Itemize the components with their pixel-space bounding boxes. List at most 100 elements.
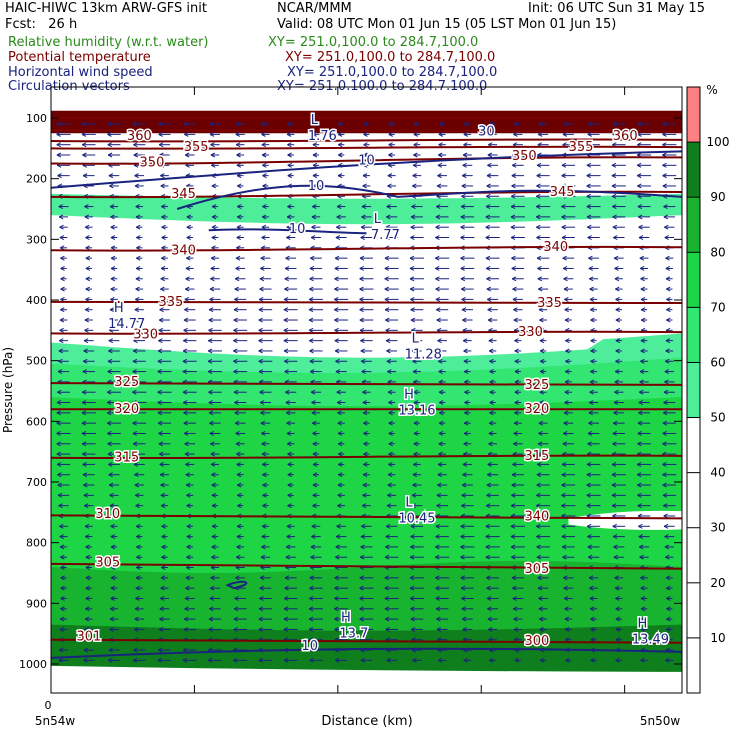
vector-arrow: [640, 276, 648, 282]
vector-arrow: [615, 637, 622, 643]
vector-arrow: [463, 420, 471, 426]
vector-arrow: [132, 400, 147, 405]
vector-arrow: [236, 472, 244, 478]
vector-head: [134, 482, 140, 488]
vector-arrow: [562, 266, 574, 271]
x-start-label: 5n54w: [35, 714, 76, 728]
vector-arrow: [233, 626, 248, 632]
vector-arrow: [613, 410, 625, 416]
vector-arrow: [590, 657, 597, 663]
vector-head: [210, 266, 216, 271]
vector-head: [461, 482, 467, 488]
vector-head: [56, 400, 62, 405]
vector-arrow: [110, 554, 118, 560]
vector-arrow: [108, 348, 120, 354]
vector-arrow: [335, 369, 347, 375]
vector-arrow: [211, 204, 219, 210]
vector-arrow: [638, 544, 650, 550]
vector-arrow: [233, 317, 247, 323]
vector-head: [134, 492, 140, 498]
vector-head: [184, 441, 189, 447]
vector-arrow: [561, 162, 575, 168]
vector-head: [561, 534, 567, 540]
vector-arrow: [258, 327, 273, 333]
vector-arrow: [183, 327, 197, 333]
vector-head: [665, 255, 670, 261]
vector-arrow: [359, 286, 374, 292]
vector-arrow: [485, 224, 500, 230]
vector-head: [185, 575, 191, 581]
vector-arrow: [638, 410, 650, 416]
vector-arrow: [612, 431, 626, 436]
vector-arrow: [233, 358, 248, 364]
vector-head: [384, 616, 390, 622]
vector-arrow: [385, 534, 398, 540]
vector-arrow: [590, 616, 597, 622]
vector-arrow: [161, 214, 168, 220]
vector-head: [536, 183, 541, 189]
vector-arrow: [538, 307, 548, 313]
vector-head: [586, 173, 591, 179]
vector-head: [135, 565, 141, 570]
vector-head: [637, 183, 642, 189]
vector-head: [411, 492, 417, 498]
vector-arrow: [109, 183, 119, 189]
colorbar-segment: [687, 527, 700, 583]
vector-arrow: [615, 307, 623, 313]
vector-arrow: [56, 152, 71, 158]
vector-arrow: [435, 606, 449, 612]
colorbar-frame: [686, 86, 701, 694]
vector-head: [233, 307, 239, 313]
theta-label: 330: [518, 325, 543, 340]
vector-arrow: [211, 544, 219, 550]
vector-head: [388, 121, 393, 127]
vector-head: [362, 183, 367, 189]
vector-head: [587, 554, 593, 560]
vector-head: [486, 173, 492, 179]
vector-head: [186, 544, 191, 550]
vector-head: [590, 317, 595, 323]
vector-arrow: [637, 420, 651, 426]
vector-arrow: [514, 338, 522, 344]
vector-head: [662, 461, 667, 467]
vector-arrow: [611, 503, 626, 509]
vector-head: [235, 121, 240, 127]
vector-head: [233, 358, 238, 364]
vector-head: [60, 606, 65, 612]
vector-arrow: [107, 369, 121, 375]
vector-arrow: [437, 338, 447, 344]
vector-head: [334, 616, 339, 622]
vector-head: [83, 492, 89, 498]
vector-arrow: [485, 503, 500, 509]
vector-head: [185, 266, 191, 271]
vector-head: [359, 585, 364, 591]
vector-head: [512, 461, 517, 467]
vector-arrow: [110, 575, 118, 581]
vector-head: [286, 235, 291, 240]
vector-head: [208, 410, 214, 416]
vector-arrow: [614, 575, 624, 581]
vector-head: [208, 389, 213, 395]
vector-arrow: [637, 214, 651, 220]
vector-arrow: [410, 616, 424, 622]
vector-head: [387, 472, 393, 478]
vector-arrow: [186, 183, 194, 189]
vector-head: [211, 523, 217, 529]
vector-arrow: [387, 369, 397, 375]
vector-head: [258, 358, 263, 364]
vector-arrow: [640, 585, 648, 591]
vector-arrow: [337, 173, 345, 179]
vector-head: [284, 358, 289, 364]
vector-head: [662, 420, 668, 426]
vector-head: [536, 461, 542, 467]
vector-arrow: [665, 266, 673, 271]
vector-arrow: [235, 431, 246, 436]
vector-arrow: [210, 276, 220, 282]
vector-head: [132, 389, 137, 395]
vector-arrow: [135, 585, 143, 591]
vector-arrow: [85, 276, 92, 282]
vector-head: [510, 235, 516, 240]
vector-arrow: [110, 596, 118, 601]
vector-arrow: [209, 606, 221, 612]
vector-head: [157, 657, 163, 663]
